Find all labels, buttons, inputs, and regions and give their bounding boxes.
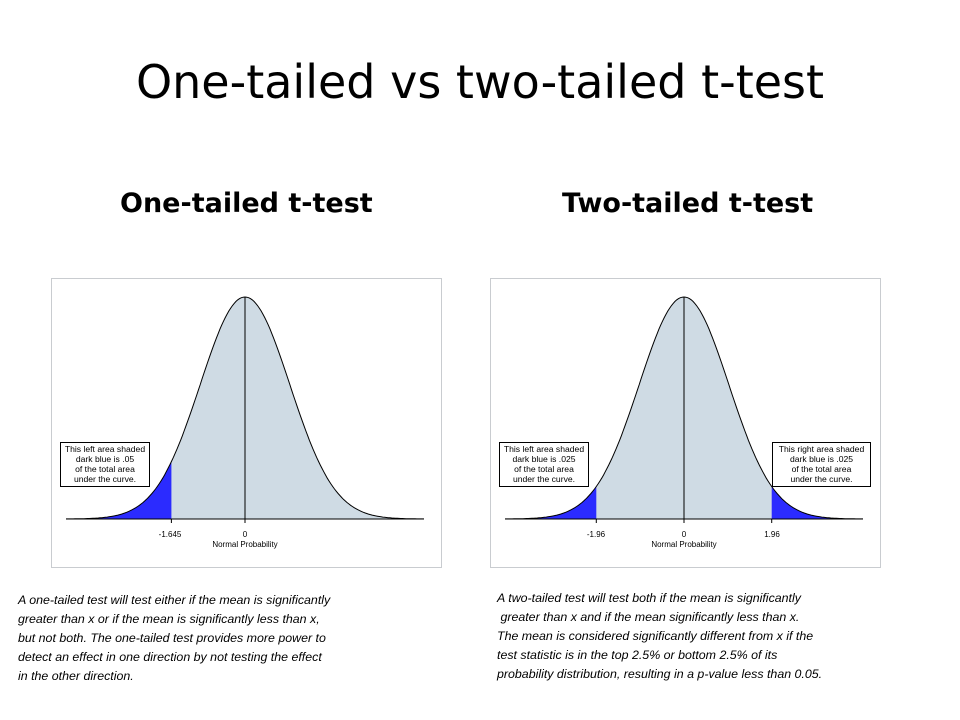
callout-line: This left area shaded [64,444,146,454]
tick-label-neg-196: -1.96 [586,530,606,539]
axis-title: Normal Probability [212,540,278,549]
one-tailed-chart: This left area shaded dark blue is .05 o… [51,278,442,568]
description-line: A one-tailed test will test either if th… [18,593,331,607]
callout-line: This left area shaded [503,444,585,454]
slide-title: One-tailed vs two-tailed t-test [135,55,825,109]
one-tailed-heading: One-tailed t-test [120,188,373,219]
description-line: but not both. The one-tailed test provid… [18,631,326,645]
description-line: probability distribution, resulting in a… [497,667,823,681]
axis-title: Normal Probability [651,540,717,549]
shaded-tail-0 [66,461,172,519]
callout-line: of the total area [75,464,135,474]
two-tailed-chart: This left area shaded dark blue is .025 … [490,278,881,568]
tick-label-pos-196: 1.96 [764,530,780,539]
description-line: detect an effect in one direction by not… [18,650,322,664]
two-tailed-right-callout: This right area shaded dark blue is .025… [772,442,871,487]
callout-line: under the curve. [73,474,137,484]
description-line: in the other direction. [18,669,134,683]
one-tailed-callout: This left area shaded dark blue is .05 o… [60,442,150,487]
callout-line: of the total area [791,464,852,474]
description-line: A two-tailed test will test both if the … [497,591,801,605]
callout-line: under the curve. [790,474,853,484]
callout-line: dark blue is .025 [789,454,854,464]
one-tailed-description: A one-tailed test will test either if th… [18,591,438,686]
one-tailed-curve-plot [66,296,424,523]
callout-line: This right area shaded [778,444,865,454]
description-line: greater than x or if the mean is signifi… [18,612,320,626]
callout-line: dark blue is .05 [75,454,135,464]
callout-line: of the total area [514,464,574,474]
callout-line: dark blue is .025 [512,454,576,464]
two-tailed-curve-plot [505,296,863,523]
two-tailed-description: A two-tailed test will test both if the … [497,589,937,684]
shaded-tail-0 [505,486,597,519]
description-line: test statistic is in the top 2.5% or bot… [497,648,778,662]
tick-label-zero: 0 [681,530,687,539]
two-tailed-heading: Two-tailed t-test [562,188,814,219]
shaded-tail-1 [771,486,863,519]
tick-label-neg-1645: -1.645 [158,530,182,539]
description-line: The mean is considered significantly dif… [497,629,814,643]
callout-line: under the curve. [512,474,576,484]
tick-label-zero: 0 [242,530,248,539]
two-tailed-left-callout: This left area shaded dark blue is .025 … [499,442,589,487]
description-line: greater than x and if the mean significa… [497,610,800,624]
